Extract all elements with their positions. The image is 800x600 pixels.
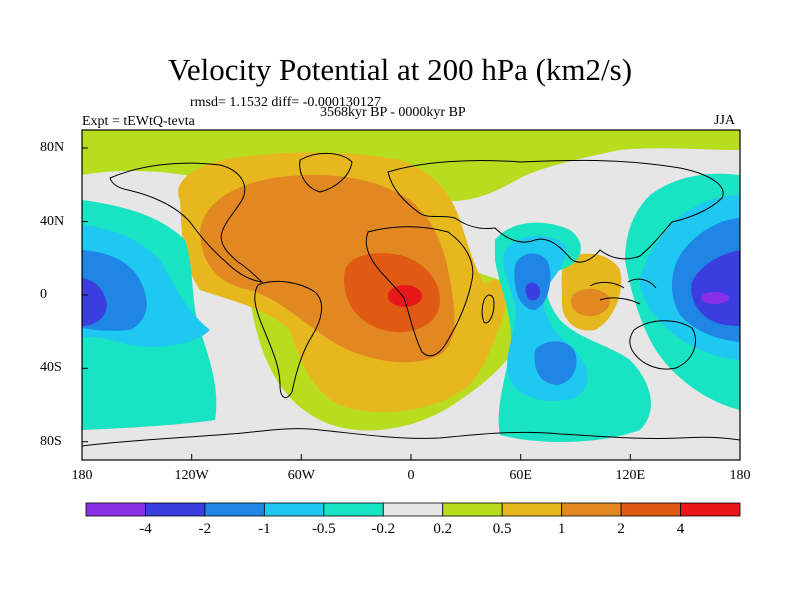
coast-south-america: [254, 281, 323, 399]
x-tick-label: 180: [71, 468, 93, 483]
coast-indonesia: [589, 278, 657, 305]
colorbar-swatch: [204, 502, 265, 517]
y-tick-label: 40N: [40, 213, 65, 229]
contour-wpac-purple: [701, 292, 729, 304]
contour-atlantic-red: [388, 285, 422, 307]
y-tick-label: 40S: [40, 360, 62, 376]
contour-arabian-blue: [514, 253, 551, 310]
colorbar-level-label: 0.2: [433, 521, 453, 537]
coast-antarctica: [82, 428, 740, 447]
colorbar-swatch: [145, 502, 206, 517]
coastlines: [82, 153, 740, 447]
y-tick-label: 80S: [40, 433, 62, 449]
colorbar-swatch: [323, 502, 384, 517]
colorbar-level-label: 4: [676, 521, 685, 537]
colorbar-swatch: [382, 502, 444, 517]
colorbar-level-label: 2: [617, 521, 625, 537]
colorbar-swatch: [501, 502, 563, 517]
season-label: JJA: [714, 113, 736, 128]
colorbar-level-label: -0.2: [371, 521, 396, 537]
contour-indonesia-orange: [570, 288, 611, 317]
colorbar-level-label: -4: [139, 521, 152, 537]
coast-australia: [629, 320, 696, 370]
coast-africa: [365, 226, 474, 357]
colorbar-level-label: -1: [258, 521, 271, 537]
colorbar-level-label: -0.5: [311, 521, 336, 537]
experiment-label: Expt = tEWtQ-tevta: [82, 114, 195, 129]
contour-field: [82, 130, 740, 460]
contour-epac-darkblue: [82, 278, 107, 326]
colorbar-level-label: 1: [557, 521, 566, 537]
colorbar-level-label: 0.5: [492, 521, 512, 537]
y-tick-label: 0: [40, 287, 47, 302]
x-tick-label: 60W: [287, 468, 315, 483]
colorbar-swatch: [561, 502, 622, 517]
contour-arabian-darkblue: [525, 282, 541, 301]
period-label: 3568kyr BP - 0000kyr BP: [320, 105, 466, 120]
contour-madagascar-yellow: [478, 280, 506, 333]
colorbar-swatch: [442, 502, 503, 517]
rmsd-diff-label: rmsd= 1.1532 diff= -0.000130127: [190, 95, 381, 110]
x-tick-label: 0: [407, 468, 415, 483]
coast-madagascar: [481, 294, 495, 324]
x-tick-label: 180: [729, 468, 751, 483]
colorbar-swatch: [680, 502, 741, 517]
contour-wpac-darkblue: [691, 250, 740, 326]
x-tick-label: 120W: [174, 468, 209, 483]
y-tick-label: 80N: [40, 140, 65, 155]
coast-eurasia: [387, 159, 724, 263]
x-tick-label: 120E: [615, 468, 646, 483]
colorbar-swatch: [263, 502, 325, 517]
coast-north-america: [109, 162, 264, 283]
map-title: Velocity Potential at 200 hPa (km2/s): [167, 52, 633, 87]
contour-sio-blue: [534, 341, 577, 385]
colorbar: [85, 502, 741, 517]
colorbar-swatch: [85, 502, 146, 517]
axis-ticks: [81, 147, 741, 460]
colorbar-level-label: -2: [198, 521, 212, 537]
coast-greenland: [299, 153, 353, 193]
colorbar-swatch: [620, 502, 681, 517]
x-tick-label: 60E: [509, 468, 532, 483]
